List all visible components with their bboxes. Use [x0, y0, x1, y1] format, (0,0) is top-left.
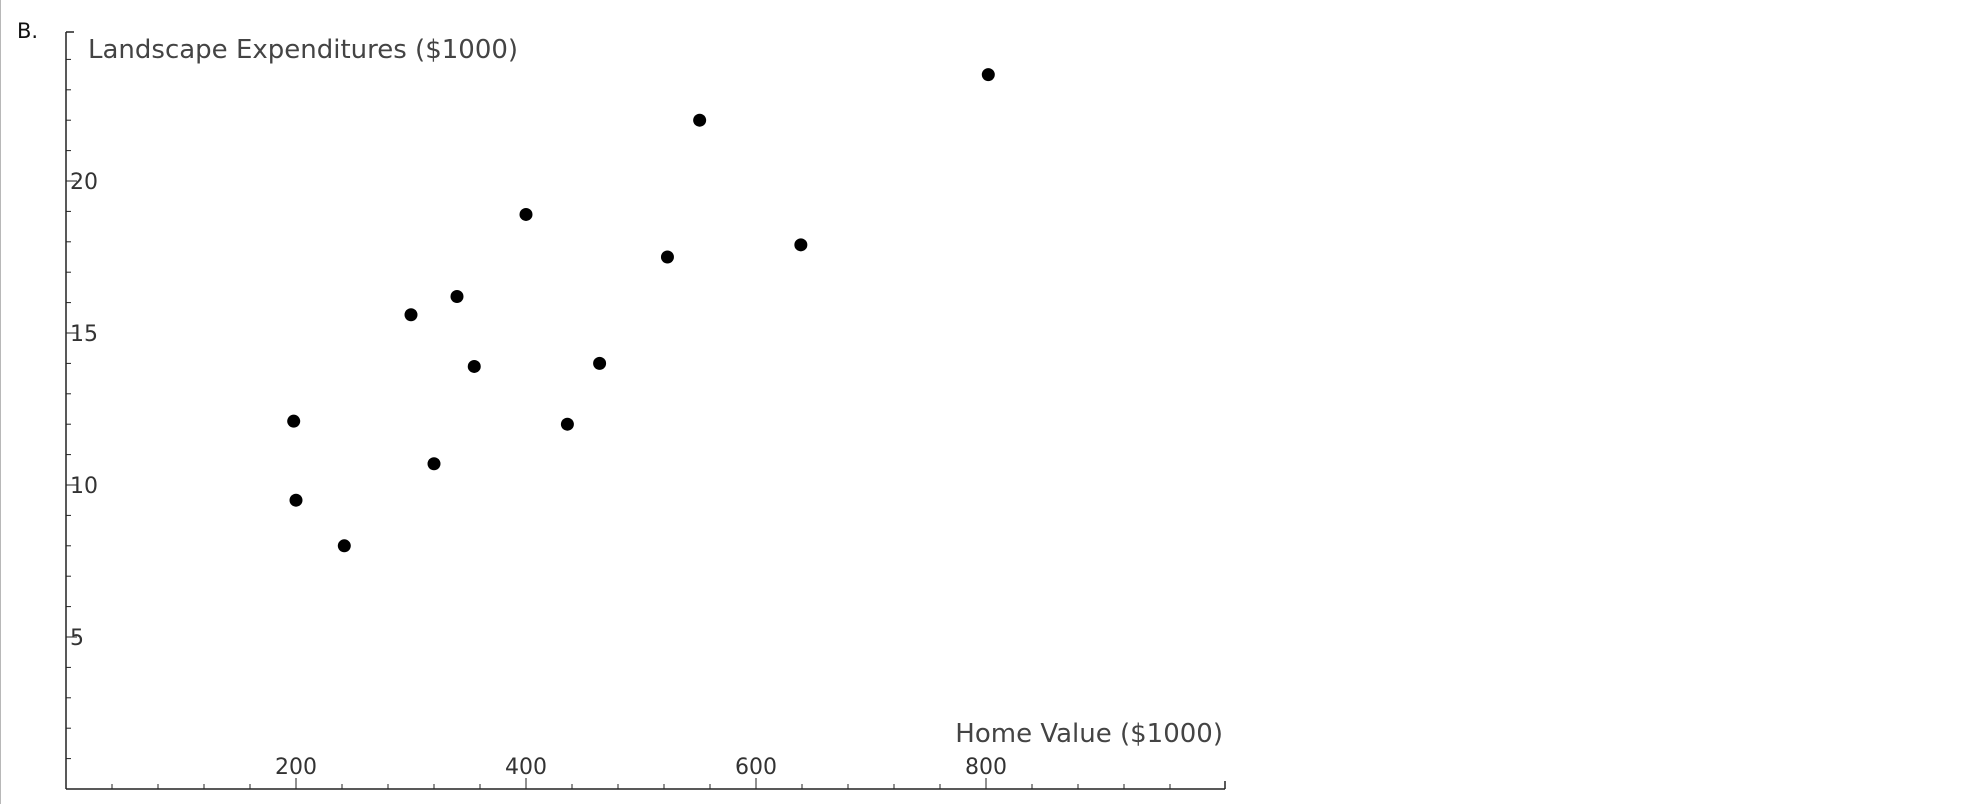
x-tick-label: 200 [275, 755, 317, 780]
x-axis-label: Home Value ($1000) [955, 719, 1223, 749]
data-point [981, 68, 995, 82]
data-point [289, 493, 303, 507]
y-tick-label: 15 [70, 322, 98, 347]
data-point [660, 250, 674, 264]
y-tick-label: 20 [70, 170, 98, 195]
y-axis-label: Landscape Expenditures ($1000) [88, 35, 518, 65]
data-point [404, 308, 418, 322]
panel-label: B. [17, 19, 39, 43]
data-point [693, 113, 707, 127]
x-tick-label: 800 [965, 755, 1007, 780]
data-point [467, 359, 481, 373]
x-tick-label: 600 [735, 755, 777, 780]
data-point [560, 417, 574, 431]
data-point [427, 457, 441, 471]
y-tick-label: 5 [70, 626, 84, 651]
data-point [794, 238, 808, 252]
axes: 200 400 600 800 5 10 15 20 [65, 31, 1226, 790]
data-point [337, 539, 351, 553]
y-tick-label: 10 [70, 474, 98, 499]
data-points [287, 68, 995, 553]
frame-border [0, 0, 1, 804]
data-point [519, 207, 533, 221]
data-point [287, 414, 301, 428]
data-point [450, 290, 464, 304]
x-tick-label: 400 [505, 755, 547, 780]
data-point [593, 356, 607, 370]
